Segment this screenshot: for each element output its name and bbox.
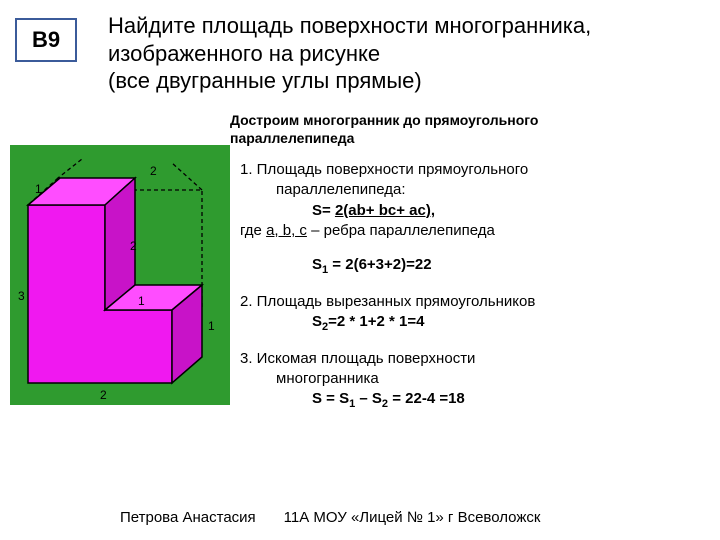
step-3: 3. Искомая площадь поверхности многогран… xyxy=(240,349,710,412)
solution-body: 1. Площадь поверхности прямоугольного па… xyxy=(240,160,710,426)
affiliation: 11А МОУ «Лицей № 1» г Всеволожск xyxy=(284,509,541,526)
svg-text:1: 1 xyxy=(208,319,215,333)
step-1-calc: S1 = 2(6+3+2)=22 xyxy=(240,255,710,278)
title-line: (все двугранные углы прямые) xyxy=(108,67,698,95)
title-line: Найдите площадь поверхности многогранник… xyxy=(108,12,698,40)
svg-text:2: 2 xyxy=(150,164,157,178)
svg-text:1: 1 xyxy=(35,182,42,196)
hint-line: Достроим многогранник до прямоугольного xyxy=(230,112,710,130)
text-line: многогранника xyxy=(240,369,710,389)
footer: Петрова Анастасия 11А МОУ «Лицей № 1» г В… xyxy=(120,509,700,526)
svg-text:3: 3 xyxy=(18,289,25,303)
problem-badge: B9 xyxy=(15,18,77,62)
step-1: 1. Площадь поверхности прямоугольного па… xyxy=(240,160,710,241)
svg-text:2: 2 xyxy=(100,388,107,402)
step-2-calc: S2=2 * 1+2 * 1=4 xyxy=(240,312,710,335)
text-line: 1. Площадь поверхности прямоугольного xyxy=(240,160,710,180)
polyhedron-figure: 2 1 2 3 1 1 2 xyxy=(10,145,230,405)
step-3-result: S = S1 – S2 = 22-4 =18 xyxy=(240,389,710,412)
svg-text:1: 1 xyxy=(138,294,145,308)
text-line: 2. Площадь вырезанных прямоугольников xyxy=(240,292,710,312)
problem-title: Найдите площадь поверхности многогранник… xyxy=(108,12,698,95)
badge-label: B9 xyxy=(32,27,60,53)
formula-line: S= 2(ab+ bc+ ac), xyxy=(240,201,710,221)
text-line: 3. Искомая площадь поверхности xyxy=(240,349,710,369)
hint-line: параллелепипеда xyxy=(230,130,710,148)
where-line: где a, b, c – ребра параллелепипеда xyxy=(240,221,710,241)
svg-text:2: 2 xyxy=(130,239,137,253)
hint-text: Достроим многогранник до прямоугольного … xyxy=(230,112,710,147)
step-2: 2. Площадь вырезанных прямоугольников S2… xyxy=(240,292,710,335)
title-line: изображенного на рисунке xyxy=(108,40,698,68)
author-name: Петрова Анастасия xyxy=(120,509,256,526)
polyhedron-svg: 2 1 2 3 1 1 2 xyxy=(10,145,230,405)
text-line: параллелепипеда: xyxy=(240,180,710,200)
